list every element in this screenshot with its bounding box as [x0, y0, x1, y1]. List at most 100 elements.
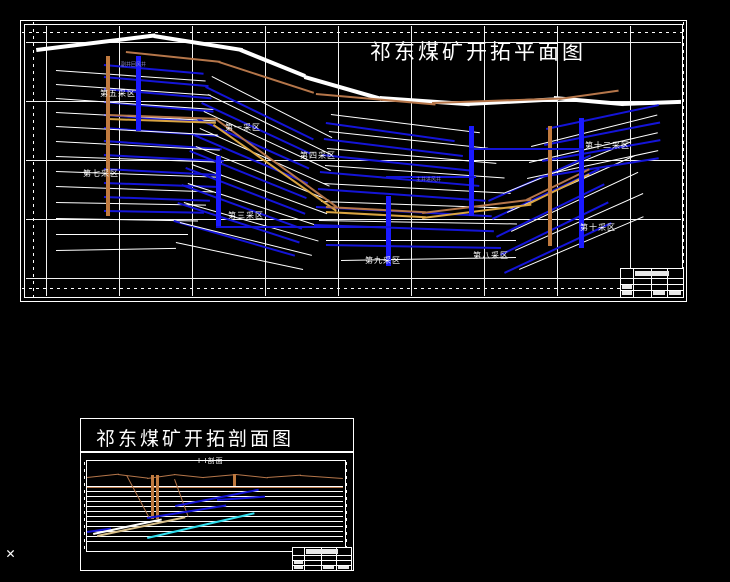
plan-drawing-area: 主井进风井 副井回风井 第五采区 第七采区 第一采区 第四采区 第三采区 第九采…	[26, 26, 681, 296]
terrain-line	[203, 474, 237, 478]
strata-line	[87, 541, 343, 542]
strata-line	[87, 511, 343, 512]
coal-seam-line	[325, 244, 501, 250]
section-drawing-area	[87, 461, 343, 549]
district-label-10: 第十采区	[580, 223, 616, 232]
titleblock-cell	[653, 291, 665, 295]
frame-tick-right	[683, 22, 684, 298]
boundary-roadway	[106, 56, 110, 216]
strata-line	[87, 501, 343, 502]
grid-line-v	[411, 26, 412, 296]
titleblock-divider	[633, 269, 634, 297]
shaft-line-main	[469, 126, 474, 216]
annotation-text: 主井进风井	[416, 177, 442, 183]
strata-line	[87, 516, 343, 517]
frame-tick-bottom	[22, 288, 683, 289]
contour-line	[326, 240, 516, 241]
titleblock-divider	[336, 548, 337, 570]
titleblock-cell	[622, 291, 632, 295]
shaft-line-mid	[386, 196, 391, 266]
contour-line	[56, 247, 176, 251]
titleblock-cell	[294, 566, 303, 569]
plan-outer-border	[20, 20, 687, 302]
frame-tick-top	[22, 32, 683, 33]
terrain-line	[173, 474, 204, 479]
contour-line	[183, 202, 319, 242]
titleblock-cell	[338, 566, 349, 569]
contour-line	[56, 234, 188, 235]
section-tick-right	[346, 462, 347, 550]
grid-line-h	[26, 101, 681, 102]
level-roadway	[216, 226, 391, 228]
grid-line-v	[119, 26, 120, 296]
cursor-crosshair-icon: ✕	[6, 544, 16, 562]
terrain-line	[299, 475, 343, 479]
titleblock-cell	[294, 561, 303, 564]
grid-line-h	[26, 160, 681, 161]
titleblock-cell	[622, 285, 632, 289]
section-outer-border	[80, 451, 354, 571]
grid-line-v	[557, 26, 558, 296]
boundary-roadway	[548, 126, 552, 246]
plan-inner-border	[24, 24, 683, 298]
titleblock-cell	[323, 566, 334, 569]
strata-line	[87, 491, 343, 492]
surface-band	[153, 34, 243, 53]
section-tick-left	[84, 462, 85, 550]
contour-line	[55, 98, 214, 111]
roadway-main	[218, 61, 315, 94]
terrain-line	[267, 474, 301, 478]
titleblock-divider	[293, 555, 351, 556]
titleblock-cell	[669, 291, 681, 295]
district-label-9: 第九采区	[365, 256, 401, 265]
grid-line-v	[338, 26, 339, 296]
level-roadway	[469, 148, 584, 150]
section-subtitle: I-I剖面	[198, 457, 224, 465]
grid-line-h	[26, 278, 681, 279]
district-label-7: 第七采区	[83, 169, 119, 178]
titleblock-divider	[621, 290, 683, 291]
section-title-box	[80, 418, 354, 453]
titleblock-divider	[621, 278, 683, 279]
district-label-5: 第五采区	[100, 89, 136, 98]
titleblock-divider	[667, 269, 668, 297]
level-roadway	[386, 176, 476, 178]
weathering-hatch	[87, 487, 343, 488]
strata-line	[87, 486, 343, 487]
terrain-line	[87, 473, 119, 478]
district-label-12: 第十二采区	[585, 141, 630, 150]
section-shaft-aux	[156, 475, 159, 519]
strata-line	[87, 531, 343, 532]
surface-band	[239, 48, 306, 78]
titleblock-divider	[304, 548, 305, 570]
titleblock-divider	[293, 560, 351, 561]
district-label-8: 第八采区	[473, 251, 509, 260]
district-label-4: 第四采区	[300, 151, 336, 160]
section-title: 祁东煤矿开拓剖面图	[96, 428, 295, 450]
strata-line	[87, 536, 343, 537]
district-label-1: 第一采区	[225, 123, 261, 132]
section-shaft-main	[151, 475, 154, 519]
titleblock-divider	[293, 565, 351, 566]
shaft-line-aux	[579, 118, 584, 248]
contour-line	[330, 114, 480, 134]
grid-line-h	[26, 42, 681, 43]
contour-line	[175, 242, 304, 271]
grid-line-v	[46, 26, 47, 296]
titleblock-cell	[635, 271, 669, 276]
section-titleblock	[292, 547, 352, 571]
district-label-3: 第三采区	[228, 211, 264, 220]
contour-line	[318, 220, 517, 225]
section-inner-border	[86, 460, 346, 552]
plan-titleblock	[620, 268, 684, 298]
strata-line	[87, 526, 343, 527]
titleblock-divider	[621, 284, 683, 285]
annotation-text: 副井回风井	[121, 62, 147, 68]
grid-line-h	[26, 219, 681, 220]
section-shaft-far	[233, 474, 236, 486]
plan-title: 祁东煤矿开拓平面图	[370, 40, 586, 64]
shaft-line-5	[136, 56, 141, 131]
shaft-line-mid2	[216, 156, 221, 226]
titleblock-divider	[321, 548, 322, 570]
